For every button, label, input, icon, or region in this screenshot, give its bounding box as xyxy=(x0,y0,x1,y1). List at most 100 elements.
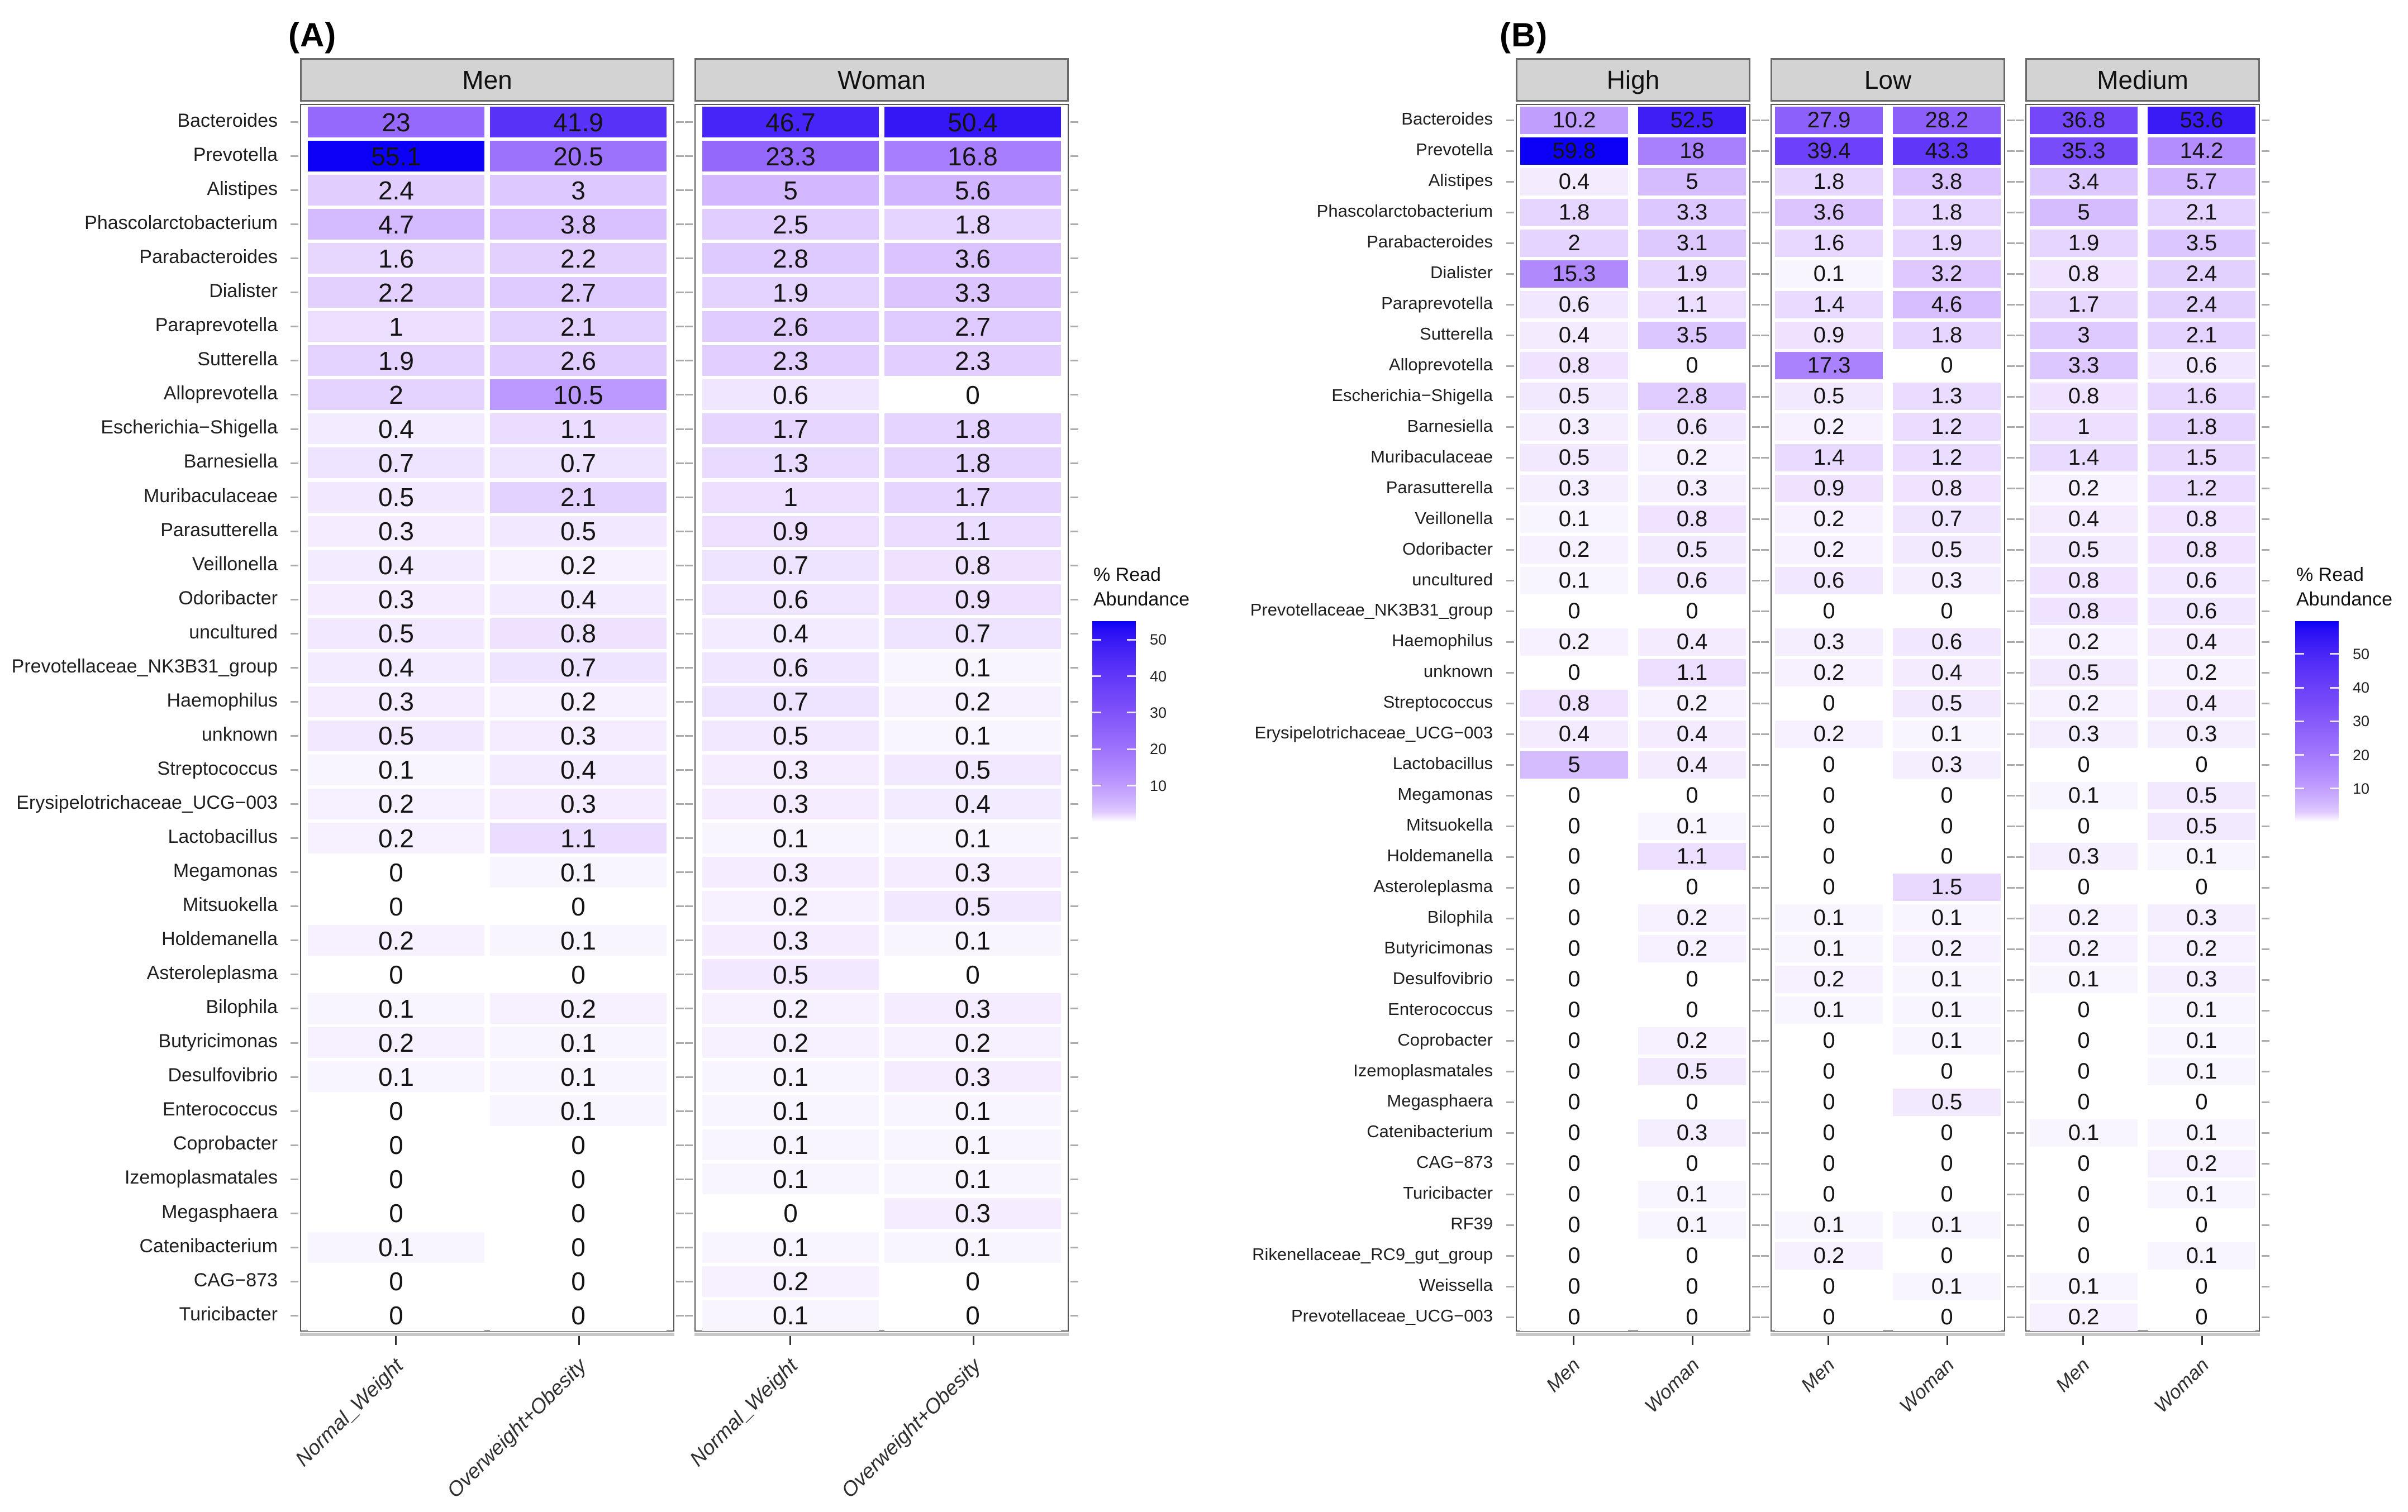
row-tick xyxy=(1752,948,1760,950)
heatmap-cell: 0 xyxy=(1520,597,1628,625)
row-tick xyxy=(1506,641,1514,643)
row-label: Parabacteroides xyxy=(139,246,278,268)
heatmap-row: 1.8 3.3 xyxy=(1517,197,1749,228)
heatmap-cell: 2.8 xyxy=(702,243,879,274)
heatmap-cell: 0.3 xyxy=(702,788,879,819)
row-tick xyxy=(1761,886,1769,889)
heatmap-cell: 0.2 xyxy=(490,993,667,1024)
row-tick xyxy=(291,462,298,464)
row-tick xyxy=(1506,1132,1514,1134)
row-tick xyxy=(2016,1194,2024,1196)
heatmap-cell: 0 xyxy=(1638,597,1746,625)
heatmap-cell: 0 xyxy=(2148,874,2255,902)
heatmap-cell: 1.1 xyxy=(1638,290,1746,318)
row-tick xyxy=(291,1178,298,1180)
heatmap-cell: 0.1 xyxy=(1520,567,1628,595)
row-tick xyxy=(2262,518,2269,521)
row-tick xyxy=(2262,580,2269,582)
row-label: Erysipelotrichaceae_UCG−003 xyxy=(16,791,278,813)
heatmap-cell: 0.1 xyxy=(1638,1180,1746,1208)
x-axis-line xyxy=(1516,1333,1750,1336)
row-tick xyxy=(1070,735,1078,737)
axis-tick xyxy=(972,1336,974,1345)
heatmap-cell: 0 xyxy=(884,1300,1061,1331)
heatmap-cell: 0 xyxy=(1638,996,1746,1024)
heatmap-cell: 0 xyxy=(2030,1027,2138,1055)
heatmap-cell: 50.4 xyxy=(884,107,1061,138)
row-tick xyxy=(2016,334,2024,336)
heatmap-cell: 0 xyxy=(2030,1149,2138,1177)
legend-tick-label: 40 xyxy=(2353,679,2370,697)
row-tick xyxy=(1761,1286,1769,1288)
row-tick xyxy=(1761,211,1769,213)
row-label: Veillonella xyxy=(1415,508,1493,528)
row-tick xyxy=(2016,733,2024,735)
heatmap-cell: 0 xyxy=(1520,1119,1628,1147)
row-tick xyxy=(685,1178,693,1180)
row-tick xyxy=(291,326,298,328)
heatmap-cell: 2.4 xyxy=(2148,260,2255,288)
row-tick xyxy=(676,292,684,294)
row-tick xyxy=(2016,764,2024,766)
heatmap-cell: 0 xyxy=(1520,1303,1628,1331)
row-label: Bacteroides xyxy=(177,110,278,132)
row-tick xyxy=(1761,979,1769,981)
heatmap-row: 0.9 1.1 xyxy=(696,514,1068,548)
row-tick xyxy=(1070,905,1078,908)
axis-tick xyxy=(2201,1336,2203,1345)
row-tick xyxy=(685,666,693,669)
heatmap-row: 0.2 0.5 xyxy=(1772,535,2004,565)
heatmap-cell: 0 xyxy=(1893,1303,2001,1331)
heatmap-cell: 0 xyxy=(1520,966,1628,994)
row-tick xyxy=(2007,273,2015,275)
heatmap-row: 0 0.3 xyxy=(1517,1118,1749,1148)
legend-tick-label: 10 xyxy=(2353,780,2370,797)
heatmap-cell: 0 xyxy=(1775,751,1883,779)
heatmap-cell: 0.2 xyxy=(2148,659,2255,686)
row-tick xyxy=(1752,703,1760,705)
row-tick xyxy=(1070,1314,1078,1317)
heatmap-row: 0.1 0.2 xyxy=(1772,933,2004,964)
row-label: Alloprevotella xyxy=(1388,354,1493,374)
heatmap-cell: 2.3 xyxy=(884,345,1061,376)
heatmap-cell: 0 xyxy=(1893,812,2001,840)
row-tick xyxy=(1761,1163,1769,1165)
row-tick xyxy=(1506,303,1514,306)
row-tick xyxy=(2262,1132,2269,1134)
row-tick xyxy=(1752,733,1760,735)
row-tick xyxy=(1506,610,1514,613)
heatmap-row: 0.4 5 xyxy=(1517,166,1749,197)
heatmap-row: 0.2 0.1 xyxy=(1772,719,2004,750)
row-tick xyxy=(1506,180,1514,183)
heatmap-cell: 0.3 xyxy=(702,857,879,888)
row-tick xyxy=(2016,1009,2024,1012)
heatmap-cell: 3.3 xyxy=(884,277,1061,308)
row-tick xyxy=(685,496,693,498)
heatmap-row: 0.8 0.2 xyxy=(1517,688,1749,719)
row-tick xyxy=(1761,1132,1769,1134)
row-tick xyxy=(2016,395,2024,398)
heatmap-row: 0.5 1.3 xyxy=(1772,381,2004,412)
facet-strip-title: Men xyxy=(462,65,512,94)
heatmap-cell: 3.3 xyxy=(1638,198,1746,226)
heatmap-row: 0.9 0.8 xyxy=(1772,473,2004,504)
row-label: Paraprevotella xyxy=(1381,293,1493,313)
heatmap-row: 0.1 0.1 xyxy=(696,821,1068,855)
heatmap-cell: 0 xyxy=(1520,659,1628,686)
heatmap-cell: 0 xyxy=(1520,935,1628,963)
row-tick xyxy=(1761,1040,1769,1042)
heatmap-cell: 0.3 xyxy=(308,584,484,615)
heatmap-cell: 15.3 xyxy=(1520,260,1628,288)
row-tick xyxy=(291,769,298,771)
heatmap-cell: 0 xyxy=(884,1266,1061,1297)
row-label: Muribaculaceae xyxy=(143,485,278,507)
row-label: Megamonas xyxy=(1397,784,1493,804)
heatmap-cell: 0.4 xyxy=(884,788,1061,819)
row-tick xyxy=(2262,825,2269,827)
heatmap-cell: 0.6 xyxy=(702,584,879,615)
row-label: Sutterella xyxy=(197,349,278,370)
heatmap-grid: 10.2 52.5 59.8 18 0.4 5 1.8 3.3 2 3.1 15.3 1.9 0.6 1.… xyxy=(1506,104,1760,1332)
